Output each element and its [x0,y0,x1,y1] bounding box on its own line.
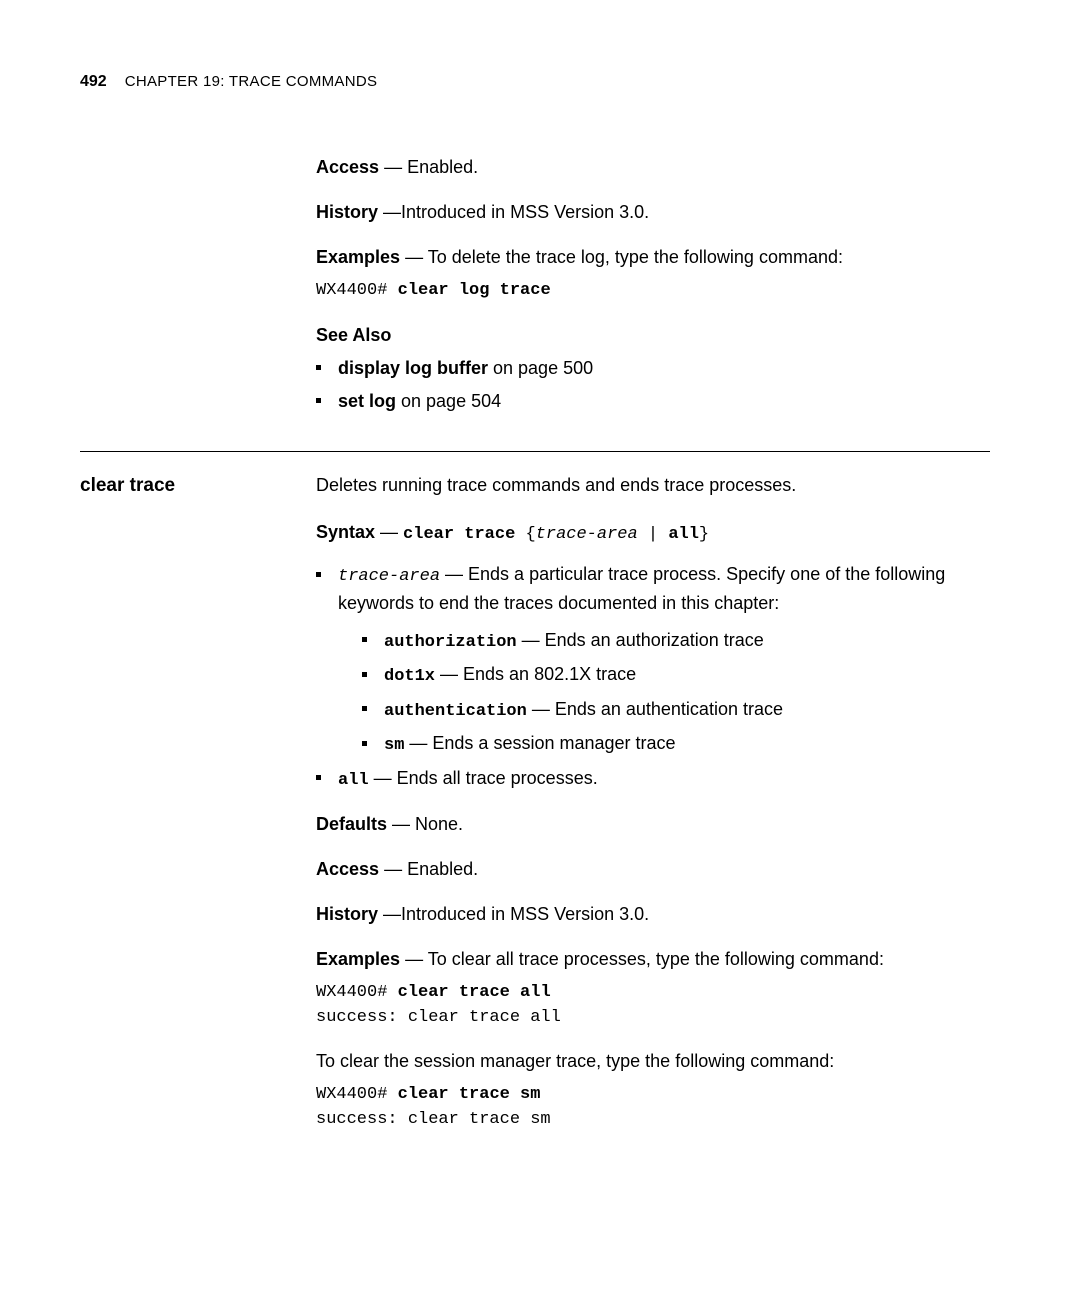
example-code-1: WX4400# clear trace all success: clear t… [316,981,990,1030]
access-line-2: Access — Enabled. [316,856,990,883]
see-also-heading: See Also [316,322,990,349]
clear-trace-section: clear trace Deletes running trace comman… [80,472,990,1151]
list-item: all — Ends all trace processes. [316,765,990,794]
example-2-intro: To clear the session manager trace, type… [316,1048,990,1075]
list-item: trace-area — Ends a particular trace pro… [316,561,990,759]
list-item: sm — Ends a session manager trace [362,730,990,759]
example-code-2: WX4400# clear trace sm success: clear tr… [316,1083,990,1132]
access-line: Access — Enabled. [316,154,990,181]
defaults-line: Defaults — None. [316,811,990,838]
section-intro: Deletes running trace commands and ends … [316,472,990,499]
syntax-line: Syntax — clear trace {trace-area | all} [316,519,990,548]
list-item: dot1x — Ends an 802.1X trace [362,661,990,690]
list-item: set log on page 504 [316,388,990,415]
page-header: 492 CHAPTER 19: TRACE COMMANDS [80,70,990,94]
page: 492 CHAPTER 19: TRACE COMMANDS Access — … [0,0,1080,1151]
examples-line: Examples — To delete the trace log, type… [316,244,990,271]
section-body: Deletes running trace commands and ends … [316,472,990,1151]
history-line: History —Introduced in MSS Version 3.0. [316,199,990,226]
section-divider [80,451,990,452]
list-item: display log buffer on page 500 [316,355,990,382]
list-item: authorization — Ends an authorization tr… [362,627,990,656]
page-number: 492 [80,70,107,94]
example-code: WX4400# clear log trace [316,279,990,304]
top-section: Access — Enabled. History —Introduced in… [316,154,990,415]
see-also-list: display log buffer on page 500 set log o… [316,355,990,415]
history-line-2: History —Introduced in MSS Version 3.0. [316,901,990,928]
chapter-title: CHAPTER 19: TRACE COMMANDS [125,71,378,94]
sub-list: authorization — Ends an authorization tr… [338,627,990,759]
list-item: authentication — Ends an authentication … [362,696,990,725]
examples-line-2: Examples — To clear all trace processes,… [316,946,990,973]
section-title: clear trace [80,472,316,501]
param-list: trace-area — Ends a particular trace pro… [316,561,990,793]
